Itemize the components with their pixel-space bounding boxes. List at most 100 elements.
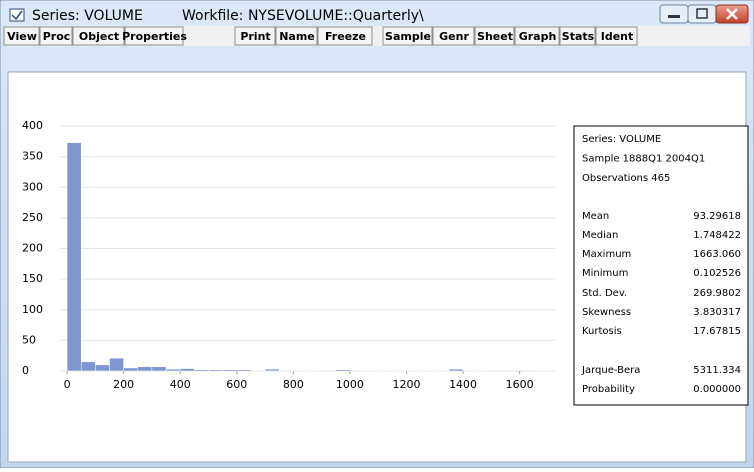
bar	[222, 369, 238, 372]
toolbar-button-label: Name	[279, 30, 315, 43]
toolbar-button[interactable]	[39, 26, 73, 46]
x-tick-label: 400	[170, 378, 191, 391]
toolbar-button[interactable]	[72, 26, 125, 46]
bar	[151, 366, 167, 372]
toolbar-button-label: Properties	[122, 30, 187, 43]
x-tick-label: 1400	[449, 378, 477, 391]
bar	[434, 370, 450, 372]
bar	[476, 370, 492, 372]
toolbar-button[interactable]	[382, 26, 433, 46]
toolbar-button[interactable]	[595, 26, 638, 46]
bar	[448, 368, 464, 372]
toolbar-button-label: Print	[240, 30, 270, 43]
close-glyph	[726, 8, 738, 20]
stats-label: Mean	[582, 211, 609, 222]
stats-label: Jarque-Bera	[581, 365, 640, 376]
y-tick-label: 150	[22, 272, 43, 285]
toolbar-button[interactable]	[124, 26, 184, 46]
x-tick-label: 1200	[393, 378, 421, 391]
stats-label: Minimum	[582, 268, 628, 279]
bar	[420, 370, 436, 372]
x-tick-label: 600	[226, 378, 247, 391]
toolbar-button-label: Graph	[519, 30, 557, 43]
toolbar-button[interactable]	[317, 26, 373, 46]
bar	[377, 370, 393, 372]
x-tick-label: 800	[283, 378, 304, 391]
x-tick-label: 1000	[336, 378, 364, 391]
bar	[123, 367, 139, 372]
toolbar-button-label: Genr	[439, 30, 469, 43]
bar	[392, 370, 407, 372]
bar	[66, 142, 82, 372]
stats-box	[573, 125, 749, 406]
stats-value: 1.748422	[693, 230, 741, 241]
bar	[533, 370, 549, 372]
stats-value: 93.29618	[693, 211, 741, 222]
bar	[80, 361, 96, 372]
y-tick-label: 100	[22, 303, 43, 316]
x-tick-label: 0	[64, 378, 71, 391]
bar	[307, 370, 322, 372]
toolbar-button[interactable]	[3, 26, 40, 46]
toolbar-button[interactable]	[234, 26, 276, 46]
bar	[95, 364, 110, 372]
toolbar-button-label: Sheet	[477, 30, 513, 43]
toolbar-button-label: Proc	[43, 30, 71, 43]
bar	[137, 366, 153, 372]
y-tick-label: 50	[22, 333, 36, 346]
minimize-glyph	[668, 15, 680, 18]
bar	[165, 368, 181, 372]
bar	[109, 357, 124, 372]
stats-value: 17.67815	[693, 326, 741, 337]
bar	[406, 370, 421, 372]
bar	[179, 368, 195, 372]
y-tick-label: 0	[22, 364, 29, 377]
stats-header: Sample 1888Q1 2004Q1	[582, 154, 705, 165]
x-tick-label: 1600	[506, 378, 534, 391]
toolbar-button-label: Object	[79, 30, 119, 43]
stats-label: Kurtosis	[582, 326, 622, 337]
toolbar-button[interactable]	[474, 26, 515, 46]
y-tick-label: 200	[22, 242, 43, 255]
maximize-glyph	[696, 8, 708, 19]
toolbar-button-label: Stats	[562, 30, 595, 43]
stats-value: 1663.060	[693, 249, 741, 260]
bar	[208, 369, 223, 372]
toolbar-button[interactable]	[514, 26, 560, 46]
y-tick-label: 300	[22, 180, 43, 193]
bar	[293, 370, 308, 372]
y-tick-label: 250	[22, 211, 43, 224]
toolbar-button[interactable]	[432, 26, 475, 46]
stats-label: Median	[582, 230, 618, 241]
toolbar-button-label: Ident	[601, 30, 634, 43]
toolbar-button-label: Sample	[385, 30, 431, 43]
toolbar-button-label: View	[7, 30, 37, 43]
stats-label: Skewness	[582, 307, 631, 318]
bar	[236, 369, 252, 372]
toolbar-button[interactable]	[275, 26, 318, 46]
y-tick-label: 350	[22, 150, 43, 163]
window-title: Series: VOLUME	[32, 8, 143, 24]
bar	[194, 369, 209, 372]
stats-label: Std. Dev.	[582, 288, 627, 299]
bar	[335, 369, 351, 372]
stats-value: 5311.334	[693, 365, 741, 376]
bar	[264, 368, 280, 372]
stats-value: 0.102526	[693, 268, 741, 279]
stats-value: 269.9802	[693, 288, 741, 299]
toolbar-button-label: Freeze	[325, 30, 366, 43]
icon-check	[11, 10, 23, 21]
bar	[363, 370, 379, 372]
x-tick-label: 200	[113, 378, 134, 391]
stats-header: Series: VOLUME	[582, 134, 661, 145]
stats-label: Maximum	[582, 249, 631, 260]
window-workfile: Workfile: NYSEVOLUME::Quarterly\	[182, 8, 424, 24]
minimize-button[interactable]	[659, 4, 689, 24]
bar	[462, 370, 478, 372]
stats-label: Probability	[582, 384, 635, 395]
stats-header: Observations 465	[582, 173, 670, 184]
toolbar-button[interactable]	[559, 26, 596, 46]
stats-value: 3.830317	[693, 307, 741, 318]
maximize-button[interactable]	[687, 4, 717, 24]
